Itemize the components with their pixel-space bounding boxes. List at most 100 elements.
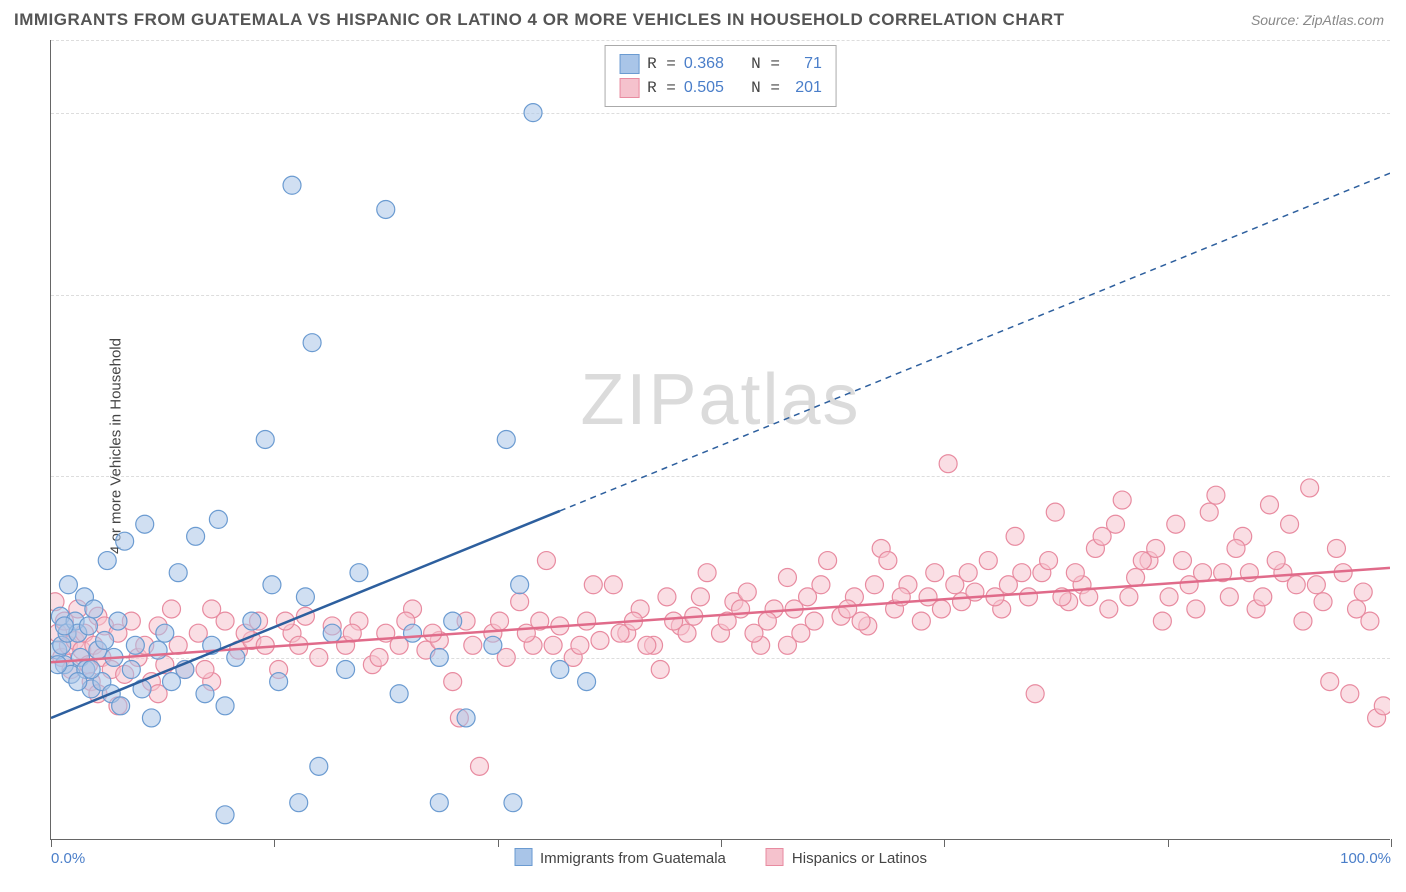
- legend-n-label: N =: [732, 76, 780, 100]
- scatter-point: [1354, 583, 1372, 601]
- scatter-point: [1207, 486, 1225, 504]
- scatter-point: [296, 588, 314, 606]
- scatter-point: [1227, 539, 1245, 557]
- x-tick-mark: [944, 839, 945, 847]
- scatter-point: [290, 794, 308, 812]
- scatter-point: [310, 648, 328, 666]
- scatter-point: [122, 661, 140, 679]
- scatter-point: [537, 552, 555, 570]
- axis-legend-item: Immigrants from Guatemala: [514, 848, 726, 867]
- legend-n-value: 71: [788, 52, 822, 76]
- scatter-plot-svg: [51, 40, 1390, 839]
- scatter-point: [1113, 491, 1131, 509]
- legend-swatch: [766, 848, 784, 866]
- scatter-point: [1006, 527, 1024, 545]
- scatter-point: [1173, 552, 1191, 570]
- scatter-point: [1327, 539, 1345, 557]
- scatter-point: [839, 600, 857, 618]
- scatter-point: [256, 636, 274, 654]
- scatter-point: [256, 431, 274, 449]
- scatter-point: [203, 600, 221, 618]
- legend-r-value: 0.368: [684, 52, 724, 76]
- scatter-point: [444, 673, 462, 691]
- scatter-point: [939, 455, 957, 473]
- scatter-point: [98, 552, 116, 570]
- scatter-point: [1321, 673, 1339, 691]
- scatter-point: [283, 176, 301, 194]
- scatter-point: [350, 564, 368, 582]
- chart-title: IMMIGRANTS FROM GUATEMALA VS HISPANIC OR…: [14, 10, 1065, 30]
- legend-n-label: N =: [732, 52, 780, 76]
- scatter-point: [1341, 685, 1359, 703]
- scatter-point: [812, 576, 830, 594]
- scatter-point: [163, 600, 181, 618]
- scatter-point: [457, 709, 475, 727]
- scatter-point: [504, 794, 522, 812]
- scatter-point: [310, 757, 328, 775]
- scatter-point: [96, 631, 114, 649]
- scatter-point: [370, 648, 388, 666]
- scatter-point: [79, 617, 97, 635]
- scatter-point: [1040, 552, 1058, 570]
- legend-r-label: R =: [647, 76, 676, 100]
- axis-legend-label: Hispanics or Latinos: [792, 850, 927, 867]
- x-tick-label: 100.0%: [1340, 850, 1391, 867]
- scatter-point: [758, 612, 776, 630]
- scatter-point: [85, 600, 103, 618]
- scatter-point: [491, 612, 509, 630]
- scatter-point: [156, 624, 174, 642]
- scatter-point: [1187, 600, 1205, 618]
- legend-swatch: [514, 848, 532, 866]
- scatter-point: [1160, 588, 1178, 606]
- scatter-point: [551, 661, 569, 679]
- x-tick-mark: [721, 839, 722, 847]
- scatter-point: [1019, 588, 1037, 606]
- scatter-point: [1127, 569, 1145, 587]
- scatter-point: [169, 564, 187, 582]
- scatter-point: [879, 552, 897, 570]
- scatter-point: [424, 624, 442, 642]
- scatter-point: [59, 576, 77, 594]
- scatter-point: [497, 431, 515, 449]
- scatter-point: [112, 697, 130, 715]
- scatter-point: [216, 697, 234, 715]
- scatter-point: [430, 648, 448, 666]
- scatter-point: [82, 661, 100, 679]
- scatter-point: [196, 661, 214, 679]
- scatter-point: [926, 564, 944, 582]
- scatter-point: [611, 624, 629, 642]
- scatter-point: [1107, 515, 1125, 533]
- scatter-point: [979, 552, 997, 570]
- scatter-point: [1374, 697, 1390, 715]
- scatter-point: [404, 624, 422, 642]
- scatter-point: [511, 593, 529, 611]
- scatter-point: [1100, 600, 1118, 618]
- x-tick-mark: [1391, 839, 1392, 847]
- y-tick-label: 22.5%: [1395, 286, 1406, 303]
- scatter-point: [638, 636, 656, 654]
- scatter-point: [470, 757, 488, 775]
- scatter-point: [1281, 515, 1299, 533]
- scatter-point: [109, 612, 127, 630]
- scatter-point: [665, 612, 683, 630]
- scatter-point: [270, 673, 288, 691]
- scatter-point: [116, 532, 134, 550]
- scatter-point: [209, 510, 227, 528]
- scatter-point: [1267, 552, 1285, 570]
- scatter-point: [1120, 588, 1138, 606]
- scatter-point: [377, 200, 395, 218]
- scatter-point: [303, 334, 321, 352]
- scatter-point: [337, 661, 355, 679]
- scatter-point: [216, 806, 234, 824]
- scatter-point: [55, 617, 73, 635]
- scatter-point: [1066, 564, 1084, 582]
- scatter-point: [1200, 503, 1218, 521]
- scatter-point: [651, 661, 669, 679]
- scatter-point: [511, 576, 529, 594]
- y-tick-label: 30.0%: [1395, 104, 1406, 121]
- scatter-point: [865, 576, 883, 594]
- scatter-point: [819, 552, 837, 570]
- scatter-point: [578, 612, 596, 630]
- scatter-point: [1026, 685, 1044, 703]
- scatter-point: [390, 685, 408, 703]
